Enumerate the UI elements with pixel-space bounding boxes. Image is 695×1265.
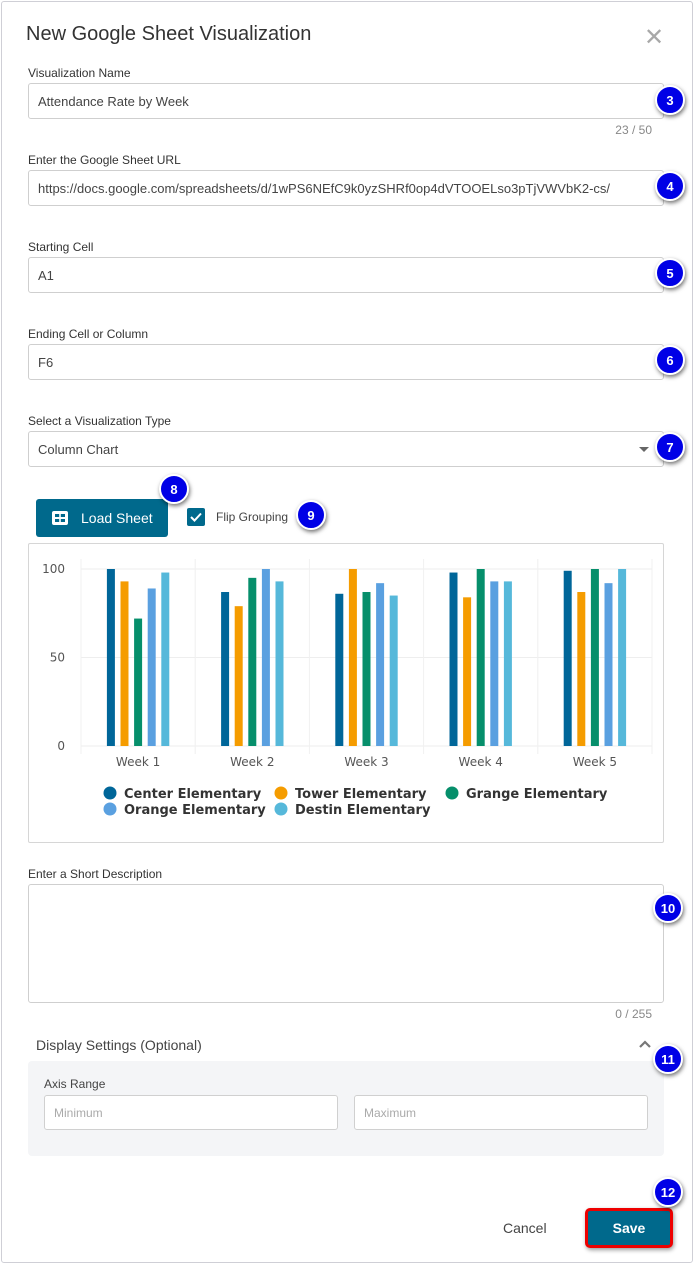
- bar: [147, 588, 156, 746]
- step-marker: 10: [653, 893, 683, 923]
- x-tick-label: Week 2: [230, 755, 274, 769]
- bar: [134, 618, 143, 746]
- y-tick-label: 50: [50, 651, 65, 665]
- step-marker: 8: [159, 474, 189, 504]
- visualization-type-select[interactable]: Column Chart: [28, 431, 664, 467]
- display-settings-header[interactable]: Display Settings (Optional): [36, 1037, 202, 1053]
- bar: [335, 593, 344, 746]
- axis-maximum-input[interactable]: Maximum: [354, 1095, 648, 1130]
- axis-minimum-input[interactable]: Minimum: [44, 1095, 338, 1130]
- x-tick-label: Week 3: [344, 755, 388, 769]
- step-marker: 3: [655, 85, 685, 115]
- close-icon[interactable]: ✕: [644, 24, 665, 51]
- bar: [590, 569, 599, 746]
- sheet-url-input[interactable]: https://docs.google.com/spreadsheets/d/1…: [28, 170, 664, 206]
- start-cell-input[interactable]: A1: [28, 257, 664, 293]
- bar: [106, 569, 115, 746]
- start-cell-label: Starting Cell: [28, 240, 94, 254]
- bar: [449, 572, 458, 746]
- y-tick-label: 100: [42, 562, 65, 576]
- name-counter: 23 / 50: [615, 123, 652, 137]
- bar: [577, 592, 586, 746]
- legend-label: Tower Elementary: [295, 787, 427, 802]
- legend-swatch: [103, 786, 117, 800]
- load-sheet-label: Load Sheet: [81, 510, 153, 526]
- bar: [389, 595, 398, 746]
- visualization-name-input[interactable]: Attendance Rate by Week: [28, 83, 664, 119]
- legend-label: Center Elementary: [124, 787, 262, 802]
- description-textarea[interactable]: [28, 884, 664, 1003]
- bar: [604, 583, 613, 746]
- bar: [503, 581, 512, 746]
- legend-swatch: [103, 802, 117, 816]
- x-tick-label: Week 4: [459, 755, 503, 769]
- bar: [221, 592, 230, 746]
- bar: [563, 570, 572, 746]
- url-label: Enter the Google Sheet URL: [28, 153, 181, 167]
- legend-label: Orange Elementary: [124, 803, 266, 818]
- bar: [275, 581, 284, 746]
- column-chart: 0 50 100 Week 1 Week 2 Week 3 Week 4 Week 5 Cent…: [42, 559, 653, 818]
- bar: [476, 569, 485, 746]
- bar: [490, 581, 499, 746]
- description-label: Enter a Short Description: [28, 867, 163, 881]
- bar: [348, 569, 357, 746]
- x-tick-label: Week 5: [573, 755, 617, 769]
- legend-swatch: [445, 786, 459, 800]
- load-sheet-button[interactable]: Load Sheet: [36, 499, 168, 537]
- legend-swatch: [274, 802, 288, 816]
- bar: [161, 572, 170, 746]
- chevron-up-icon[interactable]: [638, 1036, 652, 1054]
- legend-label: Grange Elementary: [466, 787, 608, 802]
- cancel-button[interactable]: Cancel: [503, 1220, 547, 1236]
- end-cell-input[interactable]: F6: [28, 344, 664, 380]
- bar: [362, 592, 371, 746]
- grid-icon: [52, 511, 68, 525]
- check-icon: [190, 512, 202, 522]
- legend-label: Destin Elementary: [295, 803, 431, 818]
- flip-grouping-checkbox[interactable]: [187, 508, 205, 526]
- bar: [618, 569, 627, 746]
- step-marker: 4: [655, 171, 685, 201]
- end-cell-label: Ending Cell or Column: [28, 327, 149, 341]
- name-label: Visualization Name: [28, 66, 131, 80]
- x-tick-label: Week 1: [116, 755, 160, 769]
- step-marker: 11: [653, 1044, 683, 1074]
- legend-swatch: [274, 786, 288, 800]
- bar: [261, 569, 270, 746]
- bar: [376, 583, 385, 746]
- chart-container: 0 50 100 Week 1 Week 2 Week 3 Week 4 Week 5 Cent…: [28, 543, 664, 843]
- type-value: Column Chart: [38, 441, 119, 457]
- step-marker: 7: [655, 432, 685, 462]
- step-marker: 5: [655, 258, 685, 288]
- step-marker: 6: [655, 345, 685, 375]
- bar: [248, 577, 257, 746]
- description-counter: 0 / 255: [615, 1007, 652, 1021]
- axis-range-label: Axis Range: [44, 1077, 106, 1091]
- bar: [463, 597, 472, 746]
- flip-grouping-label: Flip Grouping: [216, 510, 289, 524]
- save-button[interactable]: Save: [585, 1208, 673, 1248]
- display-settings-panel: Axis Range Minimum Maximum: [28, 1061, 664, 1156]
- type-label: Select a Visualization Type: [28, 414, 171, 428]
- bar: [120, 581, 129, 746]
- bar: [234, 606, 243, 746]
- dialog-title: New Google Sheet Visualization: [26, 23, 312, 45]
- y-tick-label: 0: [57, 739, 65, 753]
- step-marker: 9: [296, 500, 326, 530]
- chevron-down-icon: [639, 447, 649, 452]
- step-marker: 12: [653, 1177, 683, 1207]
